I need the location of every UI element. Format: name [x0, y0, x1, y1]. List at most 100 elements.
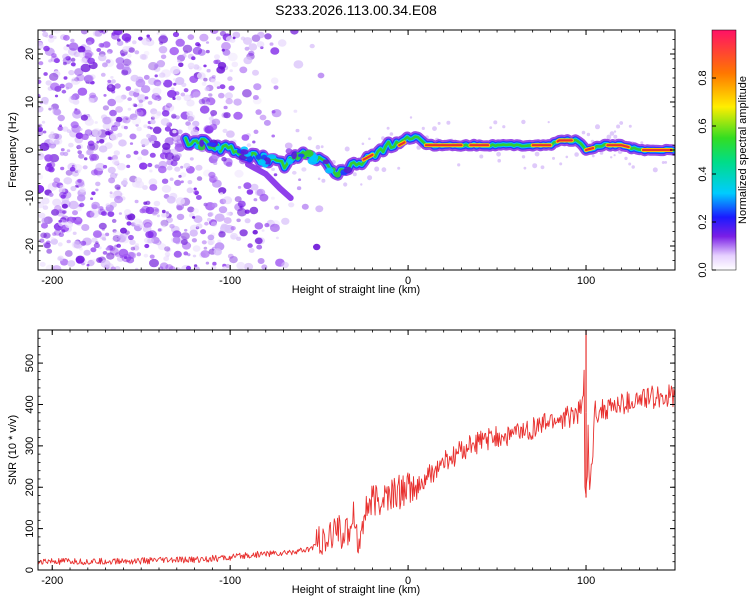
noise-blob	[158, 73, 164, 78]
y-tick-label: 0	[24, 567, 36, 573]
noise-blob	[90, 169, 98, 176]
noise-blob	[252, 229, 258, 235]
noise-blob	[352, 172, 357, 177]
noise-blob	[111, 218, 117, 223]
noise-blob	[61, 203, 68, 209]
noise-blob	[107, 211, 115, 218]
noise-blob	[63, 76, 68, 80]
ridge-blob	[322, 159, 330, 165]
noise-blob	[160, 118, 170, 126]
noise-blob	[277, 39, 287, 47]
noise-blob	[95, 162, 105, 172]
noise-blob	[230, 226, 236, 231]
noise-blob	[57, 126, 64, 131]
noise-blob	[301, 167, 307, 172]
noise-blob	[196, 72, 206, 80]
noise-blob	[205, 101, 211, 106]
noise-blob	[489, 126, 493, 129]
noise-blob	[172, 129, 177, 134]
noise-blob	[51, 53, 57, 58]
noise-blob	[38, 106, 44, 113]
noise-blob	[214, 213, 225, 222]
noise-blob	[187, 206, 195, 213]
noise-blob	[63, 34, 70, 41]
noise-blob	[189, 157, 194, 161]
noise-blob	[174, 166, 181, 172]
noise-blob	[83, 249, 91, 256]
noise-blob	[109, 133, 119, 141]
noise-blob	[154, 63, 159, 68]
noise-blob	[109, 172, 118, 179]
noise-blob	[198, 98, 206, 105]
noise-blob	[256, 188, 266, 197]
noise-blob	[59, 258, 63, 262]
noise-blob	[38, 79, 42, 84]
noise-blob	[281, 261, 289, 269]
noise-blob	[121, 33, 132, 42]
noise-blob	[126, 53, 132, 58]
noise-blob	[115, 116, 123, 123]
noise-blob	[534, 151, 540, 157]
noise-blob	[105, 59, 111, 64]
noise-blob	[181, 82, 187, 88]
noise-blob	[223, 112, 231, 119]
noise-blob	[160, 54, 167, 60]
x-tick-label: 0	[405, 275, 411, 287]
noise-blob	[254, 189, 263, 196]
noise-blob	[113, 150, 121, 156]
noise-blob	[320, 145, 324, 149]
noise-blob	[122, 64, 130, 71]
noise-blob	[156, 32, 160, 35]
noise-blob	[62, 61, 67, 66]
noise-blob	[207, 240, 214, 246]
noise-blob	[164, 246, 171, 252]
noise-blob	[210, 221, 218, 227]
noise-blob	[116, 243, 121, 248]
noise-blob	[78, 181, 85, 188]
noise-blob	[173, 78, 177, 81]
ridge-blob	[287, 158, 294, 165]
noise-blob	[213, 59, 219, 65]
noise-blob	[109, 246, 116, 252]
noise-blob	[138, 36, 143, 41]
noise-blob	[42, 31, 49, 37]
noise-blob	[66, 129, 72, 134]
noise-blob	[102, 105, 109, 111]
ridge-blob	[237, 148, 242, 154]
noise-blob	[169, 177, 174, 181]
colorbar-tick-label: 0.8	[697, 70, 709, 85]
noise-blob	[114, 266, 121, 270]
noise-blob	[61, 229, 66, 233]
noise-blob	[65, 56, 71, 61]
noise-blob	[60, 166, 65, 171]
noise-blob	[104, 142, 113, 150]
noise-blob	[74, 169, 79, 173]
noise-blob	[147, 125, 151, 129]
noise-blob	[87, 140, 95, 147]
noise-blob	[609, 131, 615, 136]
ridge-blob	[199, 139, 204, 147]
noise-blob	[226, 211, 231, 216]
colorbar-ticks: 0.0 0.2 0.4 0.6 0.8	[697, 70, 716, 278]
noise-blob	[127, 97, 132, 101]
noise-blob	[97, 174, 101, 178]
noise-blob	[141, 38, 151, 46]
noise-blob	[114, 244, 118, 248]
noise-blob	[619, 121, 624, 125]
noise-blob	[100, 72, 106, 77]
noise-blob	[196, 223, 203, 229]
noise-blob	[152, 211, 158, 216]
noise-blob	[274, 205, 280, 210]
noise-blob	[315, 144, 321, 150]
noise-blob	[496, 151, 501, 157]
noise-blob	[264, 33, 272, 40]
noise-blob	[232, 36, 236, 40]
noise-blob	[107, 98, 117, 107]
noise-blob	[275, 236, 279, 240]
noise-blob	[256, 244, 263, 250]
noise-blob	[80, 30, 88, 35]
noise-blob	[126, 221, 132, 226]
noise-blob	[102, 164, 108, 169]
noise-blob	[184, 228, 188, 232]
